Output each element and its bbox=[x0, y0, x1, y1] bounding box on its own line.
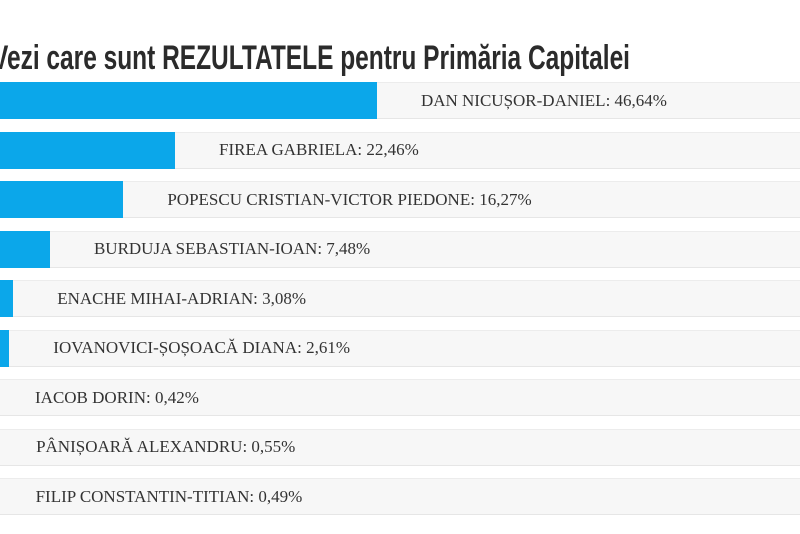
chart-row: IOVANOVICI-ȘOȘOACĂ DIANA: 2,61% bbox=[0, 329, 800, 367]
bar-label: PÂNIȘOARĂ ALEXANDRU: 0,55% bbox=[36, 437, 296, 456]
bar bbox=[0, 329, 10, 367]
bar bbox=[0, 230, 50, 268]
bar bbox=[0, 82, 377, 119]
chart-row: FILIP CONSTANTIN-TITIAN: 0,49% bbox=[0, 478, 800, 515]
bar-label: POPESCU CRISTIAN-VICTOR PIEDONE: 16,27% bbox=[167, 189, 532, 209]
chart-row: ENACHE MIHAI-ADRIAN: 3,08% bbox=[0, 280, 800, 317]
bar-label: FILIP CONSTANTIN-TITIAN: 0,49% bbox=[35, 486, 303, 506]
chart-row: DAN NICUȘOR-DANIEL: 46,64% bbox=[0, 82, 800, 119]
bar-label: ENACHE MIHAI-ADRIAN: 3,08% bbox=[57, 288, 307, 308]
chart-row: IACOB DORIN: 0,42% bbox=[0, 379, 800, 416]
bar bbox=[0, 131, 176, 169]
bar-label: BURDUJA SEBASTIAN-IOAN: 7,48% bbox=[93, 239, 371, 258]
chart-row: FIREA GABRIELA: 22,46% bbox=[0, 131, 800, 169]
bar bbox=[0, 181, 124, 218]
chart-row: BURDUJA SEBASTIAN-IOAN: 7,48% bbox=[0, 230, 800, 268]
bar-chart: DAN NICUȘOR-DANIEL: 46,64% FIREA GABRIEL… bbox=[0, 82, 800, 528]
bar bbox=[0, 280, 14, 317]
bar-label: FIREA GABRIELA: 22,46% bbox=[219, 140, 419, 159]
chart-row: POPESCU CRISTIAN-VICTOR PIEDONE: 16,27% bbox=[0, 181, 800, 218]
chart-row: PÂNIȘOARĂ ALEXANDRU: 0,55% bbox=[0, 428, 800, 466]
bar-label: IOVANOVICI-ȘOȘOACĂ DIANA: 2,61% bbox=[53, 338, 350, 357]
bar-label: IACOB DORIN: 0,42% bbox=[35, 387, 199, 407]
page-title: Vezi care sunt REZULTATELE pentru Primăr… bbox=[0, 38, 630, 77]
bar-label: DAN NICUȘOR-DANIEL: 46,64% bbox=[420, 90, 667, 110]
